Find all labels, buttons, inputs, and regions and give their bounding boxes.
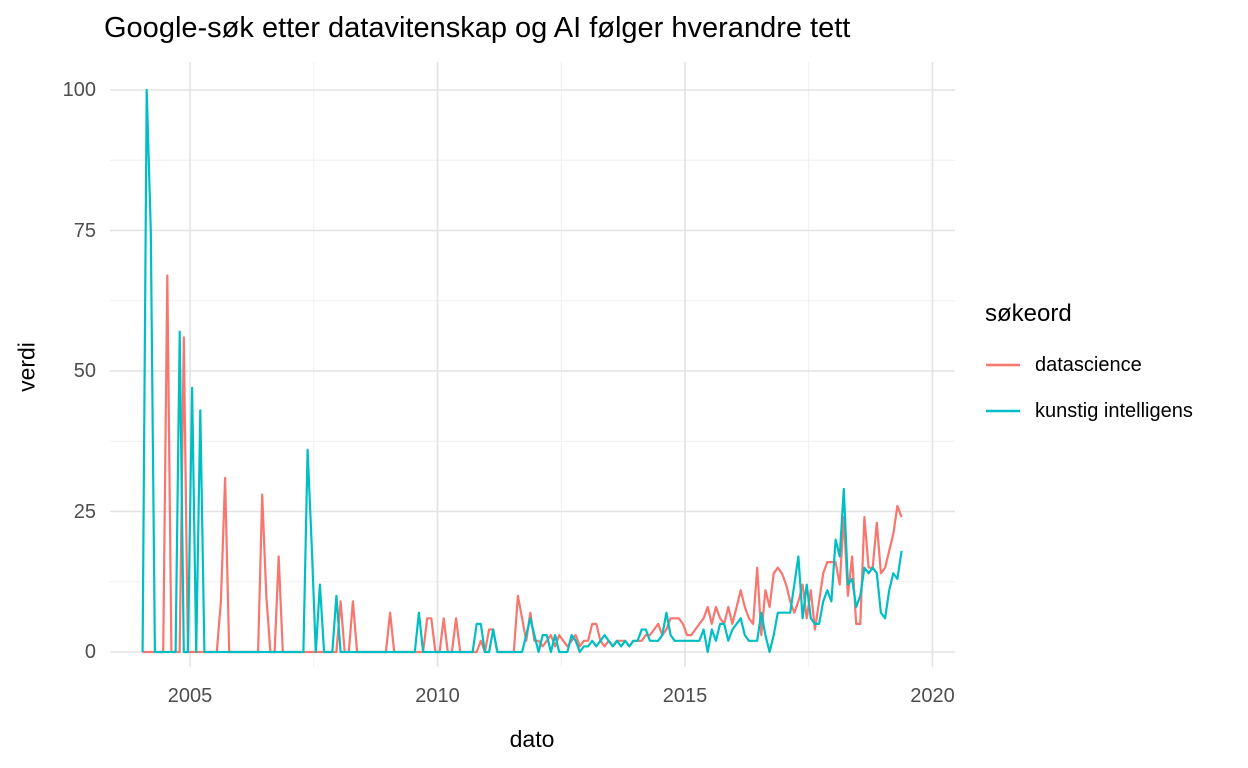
y-tick-label-100: 100 — [62, 79, 96, 101]
y-axis-title: verdi — [13, 342, 40, 392]
legend: søkeord datascience kunstig intelligens — [985, 300, 1193, 434]
series-line-datascience — [142, 274, 903, 654]
legend-item-datascience: datascience — [985, 342, 1193, 388]
legend-title: søkeord — [985, 300, 1072, 327]
x-tick-label-2010: 2010 — [415, 685, 460, 707]
y-tick-label-0: 0 — [84, 641, 96, 663]
y-tick-label-25: 25 — [73, 500, 96, 523]
legend-label-kunstig-intelligens: kunstig intelligens — [1035, 399, 1193, 422]
x-axis-title: dato — [509, 726, 555, 752]
x-tick-label-2015: 2015 — [662, 685, 708, 707]
x-tick-label-2020: 2020 — [910, 685, 955, 707]
legend-label-datascience: datascience — [1035, 353, 1142, 376]
series-line-kunstig-intelligens — [141, 88, 903, 654]
y-tick-label-50: 50 — [73, 360, 96, 382]
legend-item-kunstig-intelligens: kunstig intelligens — [985, 388, 1193, 434]
legend-key-line-datascience — [986, 363, 1020, 367]
y-tick-label-75: 75 — [73, 219, 96, 242]
chart-title: Google-søk etter datavitenskap og AI føl… — [104, 12, 851, 44]
x-tick-label-2005: 2005 — [167, 685, 213, 707]
legend-key-line-kunstig-intelligens — [986, 409, 1020, 413]
